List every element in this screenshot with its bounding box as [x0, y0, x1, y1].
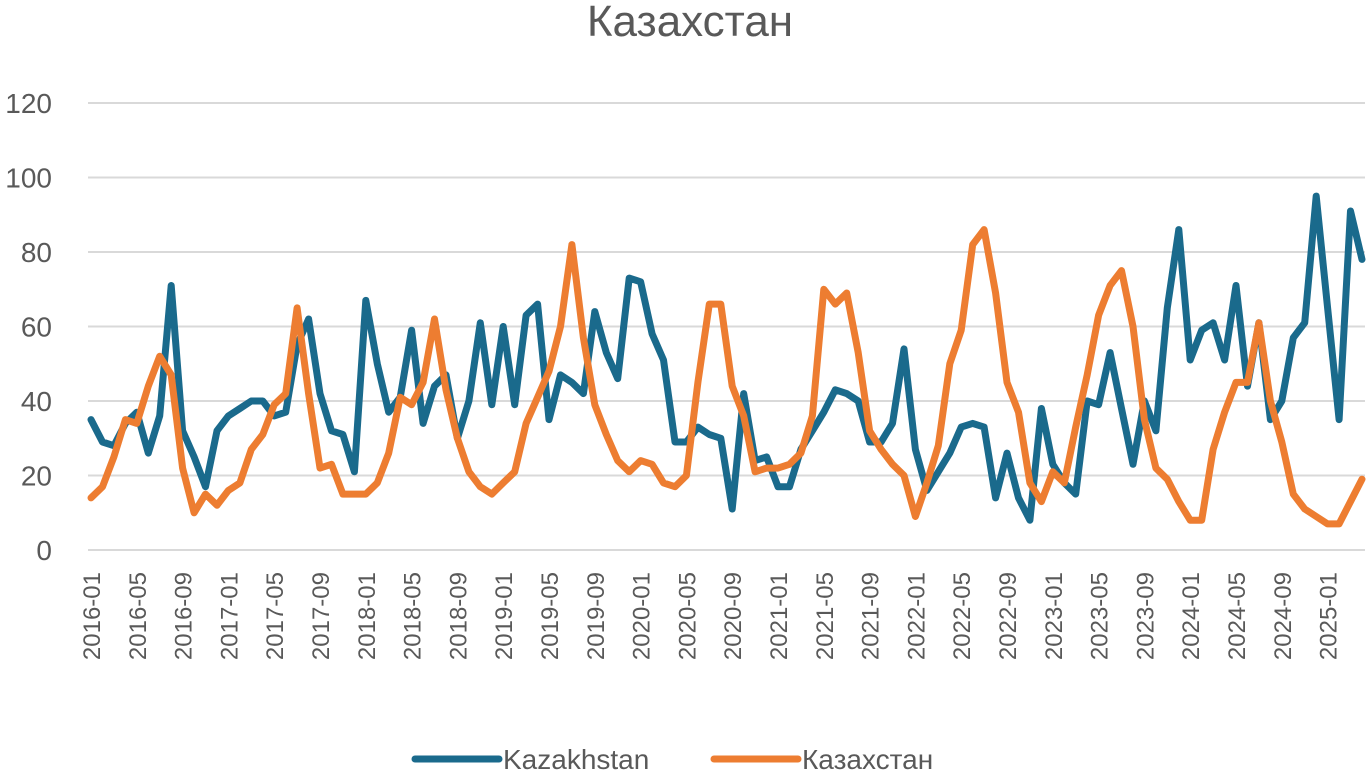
legend-label-0: Kazakhstan: [503, 744, 649, 771]
legend-label-1: Казахстан: [802, 744, 933, 771]
x-tick-label: 2018-05: [400, 572, 427, 660]
x-tick-label: 2022-01: [903, 572, 930, 660]
x-tick-label: 2021-09: [858, 572, 885, 660]
x-tick-label: 2020-09: [720, 572, 747, 660]
series-line-1: [87, 226, 1366, 528]
x-tick-label: 2019-01: [491, 572, 518, 660]
y-axis-tick-labels: 0 20 40 60 80 100 120: [5, 88, 52, 566]
x-tick-label: 2021-05: [812, 572, 839, 660]
x-tick-label: 2024-05: [1224, 572, 1251, 660]
y-tick-label: 40: [21, 386, 52, 417]
y-tick-label: 80: [21, 237, 52, 268]
x-tick-label: 2017-01: [216, 572, 243, 660]
x-tick-label: 2023-01: [1041, 572, 1068, 660]
x-tick-label: 2017-05: [262, 572, 289, 660]
y-tick-label: 120: [5, 88, 52, 119]
x-tick-label: 2017-09: [308, 572, 335, 660]
x-tick-label: 2021-01: [766, 572, 793, 660]
x-tick-label: 2019-09: [583, 572, 610, 660]
x-tick-label: 2016-05: [125, 572, 152, 660]
x-tick-label: 2020-01: [629, 572, 656, 660]
x-tick-label: 2018-01: [354, 572, 381, 660]
x-tick-label: 2016-01: [79, 572, 106, 660]
legend: Kazakhstan Казахстан: [411, 744, 933, 771]
series-lines: [87, 192, 1366, 528]
y-tick-label: 0: [36, 535, 52, 566]
x-tick-label: 2024-09: [1270, 572, 1297, 660]
x-tick-label: 2019-05: [537, 572, 564, 660]
y-tick-label: 60: [21, 312, 52, 343]
x-tick-label: 2023-09: [1132, 572, 1159, 660]
x-tick-label: 2025-01: [1316, 572, 1343, 660]
x-tick-label: 2018-09: [445, 572, 472, 660]
x-tick-label: 2022-05: [949, 572, 976, 660]
x-tick-label: 2024-01: [1178, 572, 1205, 660]
chart-title: Казахстан: [587, 0, 793, 46]
y-tick-label: 20: [21, 461, 52, 492]
x-tick-label: 2020-05: [674, 572, 701, 660]
x-tick-label: 2023-05: [1087, 572, 1114, 660]
y-tick-label: 100: [5, 163, 52, 194]
x-tick-label: 2016-09: [171, 572, 198, 660]
x-axis-tick-labels: 2016-01 2016-05 2016-09 2017-01 2017-05 2017-…: [79, 572, 1343, 660]
x-tick-label: 2022-09: [995, 572, 1022, 660]
